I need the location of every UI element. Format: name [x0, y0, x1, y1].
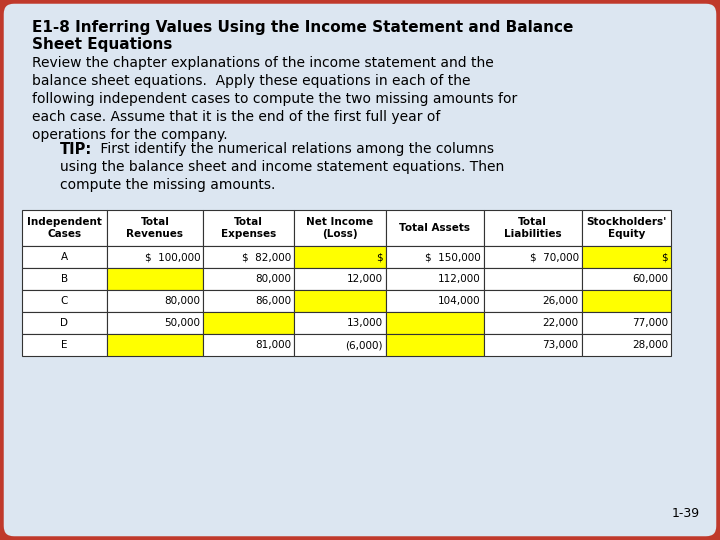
- Bar: [386, 210, 484, 246]
- Bar: [203, 268, 294, 290]
- Bar: [22, 312, 107, 334]
- Text: 26,000: 26,000: [543, 296, 579, 306]
- Text: $  82,000: $ 82,000: [242, 252, 292, 262]
- Text: Net Income
(Loss): Net Income (Loss): [307, 217, 374, 239]
- Bar: [22, 290, 107, 312]
- Text: Total
Revenues: Total Revenues: [126, 217, 184, 239]
- Bar: [294, 210, 386, 246]
- Bar: [22, 246, 107, 268]
- Text: $: $: [662, 252, 668, 262]
- Bar: [294, 268, 386, 290]
- Text: operations for the company.: operations for the company.: [32, 128, 228, 142]
- Bar: [582, 246, 671, 268]
- Text: each case. Assume that it is the end of the first full year of: each case. Assume that it is the end of …: [32, 110, 441, 124]
- Text: A: A: [60, 252, 68, 262]
- Bar: [582, 312, 671, 334]
- Text: Total
Expenses: Total Expenses: [221, 217, 276, 239]
- Text: Sheet Equations: Sheet Equations: [32, 37, 172, 52]
- Bar: [582, 290, 671, 312]
- Text: 13,000: 13,000: [346, 318, 383, 328]
- Bar: [294, 312, 386, 334]
- Bar: [484, 246, 582, 268]
- Text: Independent
Cases: Independent Cases: [27, 217, 102, 239]
- Bar: [107, 246, 203, 268]
- Bar: [203, 334, 294, 356]
- Text: 80,000: 80,000: [164, 296, 200, 306]
- Bar: [22, 334, 107, 356]
- Text: balance sheet equations.  Apply these equations in each of the: balance sheet equations. Apply these equ…: [32, 74, 470, 88]
- Text: First identify the numerical relations among the columns: First identify the numerical relations a…: [96, 142, 494, 156]
- Bar: [582, 334, 671, 356]
- Bar: [203, 210, 294, 246]
- Bar: [294, 334, 386, 356]
- Bar: [22, 268, 107, 290]
- Text: 77,000: 77,000: [632, 318, 668, 328]
- Text: compute the missing amounts.: compute the missing amounts.: [60, 178, 275, 192]
- Text: 1-39: 1-39: [672, 507, 700, 520]
- Text: Total Assets: Total Assets: [399, 223, 470, 233]
- Text: 86,000: 86,000: [256, 296, 292, 306]
- Bar: [22, 210, 107, 246]
- Bar: [484, 312, 582, 334]
- Text: Stockholders'
Equity: Stockholders' Equity: [586, 217, 667, 239]
- Text: TIP:: TIP:: [60, 142, 92, 157]
- Text: $: $: [376, 252, 383, 262]
- Text: 28,000: 28,000: [632, 340, 668, 350]
- Text: Review the chapter explanations of the income statement and the: Review the chapter explanations of the i…: [32, 56, 494, 70]
- Bar: [203, 312, 294, 334]
- Bar: [582, 268, 671, 290]
- Text: following independent cases to compute the two missing amounts for: following independent cases to compute t…: [32, 92, 517, 106]
- Text: $  150,000: $ 150,000: [425, 252, 481, 262]
- Text: 73,000: 73,000: [543, 340, 579, 350]
- Text: $  70,000: $ 70,000: [530, 252, 579, 262]
- Bar: [203, 246, 294, 268]
- Text: E: E: [61, 340, 68, 350]
- Text: D: D: [60, 318, 68, 328]
- Text: 81,000: 81,000: [256, 340, 292, 350]
- Text: 112,000: 112,000: [438, 274, 481, 284]
- Bar: [386, 290, 484, 312]
- Bar: [107, 210, 203, 246]
- Bar: [107, 334, 203, 356]
- Bar: [107, 268, 203, 290]
- Bar: [484, 290, 582, 312]
- Text: 22,000: 22,000: [543, 318, 579, 328]
- Bar: [582, 210, 671, 246]
- Text: Total
Liabilities: Total Liabilities: [504, 217, 562, 239]
- Bar: [484, 268, 582, 290]
- Text: 60,000: 60,000: [632, 274, 668, 284]
- Text: E1-8 Inferring Values Using the Income Statement and Balance: E1-8 Inferring Values Using the Income S…: [32, 20, 573, 35]
- Text: $  100,000: $ 100,000: [145, 252, 200, 262]
- Text: 104,000: 104,000: [438, 296, 481, 306]
- Bar: [107, 312, 203, 334]
- Bar: [386, 334, 484, 356]
- Bar: [386, 312, 484, 334]
- Bar: [386, 246, 484, 268]
- Text: using the balance sheet and income statement equations. Then: using the balance sheet and income state…: [60, 160, 504, 174]
- Text: 50,000: 50,000: [164, 318, 200, 328]
- Text: (6,000): (6,000): [345, 340, 383, 350]
- Bar: [294, 290, 386, 312]
- Bar: [203, 290, 294, 312]
- Text: 12,000: 12,000: [346, 274, 383, 284]
- Bar: [107, 290, 203, 312]
- Bar: [484, 334, 582, 356]
- Text: 80,000: 80,000: [256, 274, 292, 284]
- Text: B: B: [60, 274, 68, 284]
- Text: C: C: [60, 296, 68, 306]
- Bar: [484, 210, 582, 246]
- Bar: [386, 268, 484, 290]
- Bar: [294, 246, 386, 268]
